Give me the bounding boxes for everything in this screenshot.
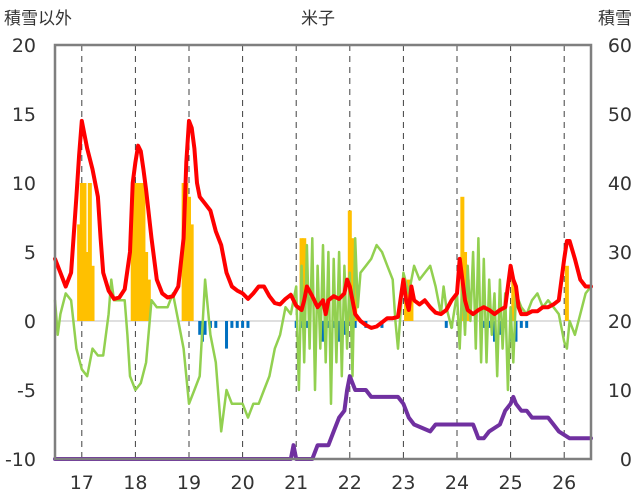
orange-bar-3 bbox=[85, 252, 90, 321]
right-tick-label: 50 bbox=[608, 104, 632, 126]
blue-bar-4 bbox=[214, 321, 218, 328]
blue-bar-9 bbox=[246, 321, 250, 328]
orange-bar-16 bbox=[189, 224, 194, 321]
left-axis-label: 積雪以外 bbox=[4, 9, 72, 29]
blue-bar-24 bbox=[487, 321, 491, 328]
orange-bar-28 bbox=[511, 279, 516, 321]
orange-bar-8 bbox=[136, 183, 141, 321]
orange-bar-15 bbox=[187, 196, 191, 321]
x-tick-label: 26 bbox=[552, 472, 576, 494]
blue-bar-18 bbox=[353, 321, 357, 328]
orange-bar-25 bbox=[460, 196, 465, 321]
right-tick-label: 10 bbox=[608, 380, 632, 402]
x-tick-label: 19 bbox=[177, 472, 201, 494]
left-tick-label: -5 bbox=[17, 380, 36, 402]
x-axis-ticks: 17 18 19 20 21 22 23 24 25 26 bbox=[70, 472, 577, 494]
left-tick-label: 20 bbox=[12, 35, 36, 57]
orange-bar-18 bbox=[302, 238, 307, 321]
orange-bar-9 bbox=[138, 183, 143, 321]
x-tick-label: 18 bbox=[123, 472, 147, 494]
blue-bar-7 bbox=[235, 321, 239, 328]
blue-bar-12 bbox=[305, 321, 309, 328]
orange-bar-5 bbox=[90, 265, 95, 321]
blue-bar-23 bbox=[482, 321, 486, 328]
orange-bar-12 bbox=[146, 279, 151, 321]
right-axis-label: 積雪 bbox=[598, 9, 632, 29]
orange-bar-1 bbox=[79, 183, 84, 321]
blue-bar-6 bbox=[230, 321, 234, 328]
red-series-line bbox=[53, 118, 593, 330]
orange-bar-27 bbox=[465, 279, 470, 321]
x-tick-label: 24 bbox=[445, 472, 469, 494]
orange-bar-4 bbox=[87, 183, 92, 321]
orange-bar-20 bbox=[350, 238, 355, 321]
right-tick-label: 40 bbox=[608, 173, 632, 195]
left-tick-label: -10 bbox=[5, 449, 36, 471]
blue-bar-13 bbox=[321, 321, 325, 342]
purple-snow-line bbox=[53, 374, 593, 461]
left-tick-label: 10 bbox=[12, 173, 36, 195]
blue-bar-30 bbox=[519, 321, 523, 328]
x-tick-label: 21 bbox=[284, 472, 308, 494]
left-tick-label: 0 bbox=[24, 311, 36, 333]
x-tick-label: 20 bbox=[231, 472, 255, 494]
plot-frame bbox=[53, 43, 593, 461]
blue-bar-8 bbox=[241, 321, 245, 328]
right-tick-label: 60 bbox=[608, 35, 632, 57]
orange-bar-0 bbox=[77, 224, 82, 321]
orange-bar-14 bbox=[184, 183, 189, 321]
blue-bar-16 bbox=[337, 321, 341, 342]
orange-bar-2 bbox=[82, 183, 87, 321]
right-tick-label: 30 bbox=[608, 242, 632, 264]
right-tick-label: 20 bbox=[608, 311, 632, 333]
x-tick-label: 25 bbox=[499, 472, 523, 494]
blue-bar-31 bbox=[525, 321, 529, 328]
left-tick-label: 15 bbox=[12, 104, 36, 126]
x-tick-label: 22 bbox=[338, 472, 362, 494]
orange-bar-24 bbox=[409, 293, 414, 321]
orange-bar-7 bbox=[133, 183, 138, 321]
right-axis-ticks: 60 50 40 30 20 10 0 bbox=[608, 35, 632, 471]
x-tick-label: 23 bbox=[391, 472, 415, 494]
left-axis-ticks: 20 15 10 5 0 -5 -10 bbox=[5, 35, 36, 471]
orange-bar-11 bbox=[144, 252, 149, 321]
orange-bar-6 bbox=[130, 210, 135, 321]
blue-bar-5 bbox=[225, 321, 229, 349]
blue-bar-21 bbox=[444, 321, 448, 328]
chart-title: 米子 bbox=[301, 9, 335, 29]
left-tick-label: 5 bbox=[24, 242, 36, 264]
right-tick-label: 0 bbox=[620, 449, 632, 471]
orange-bar-10 bbox=[141, 183, 146, 321]
blue-bar-0 bbox=[198, 321, 202, 335]
blue-bar-2 bbox=[203, 321, 207, 335]
blue-bar-29 bbox=[514, 321, 518, 342]
blue-bar-26 bbox=[498, 321, 502, 335]
orange-bar-29 bbox=[564, 265, 569, 321]
green-series-line bbox=[53, 236, 593, 433]
x-tick-label: 17 bbox=[70, 472, 94, 494]
blue-bar-14 bbox=[326, 321, 330, 328]
series-lines bbox=[53, 118, 593, 461]
orange-bar-19 bbox=[347, 210, 352, 321]
blue-bar-17 bbox=[342, 321, 346, 335]
